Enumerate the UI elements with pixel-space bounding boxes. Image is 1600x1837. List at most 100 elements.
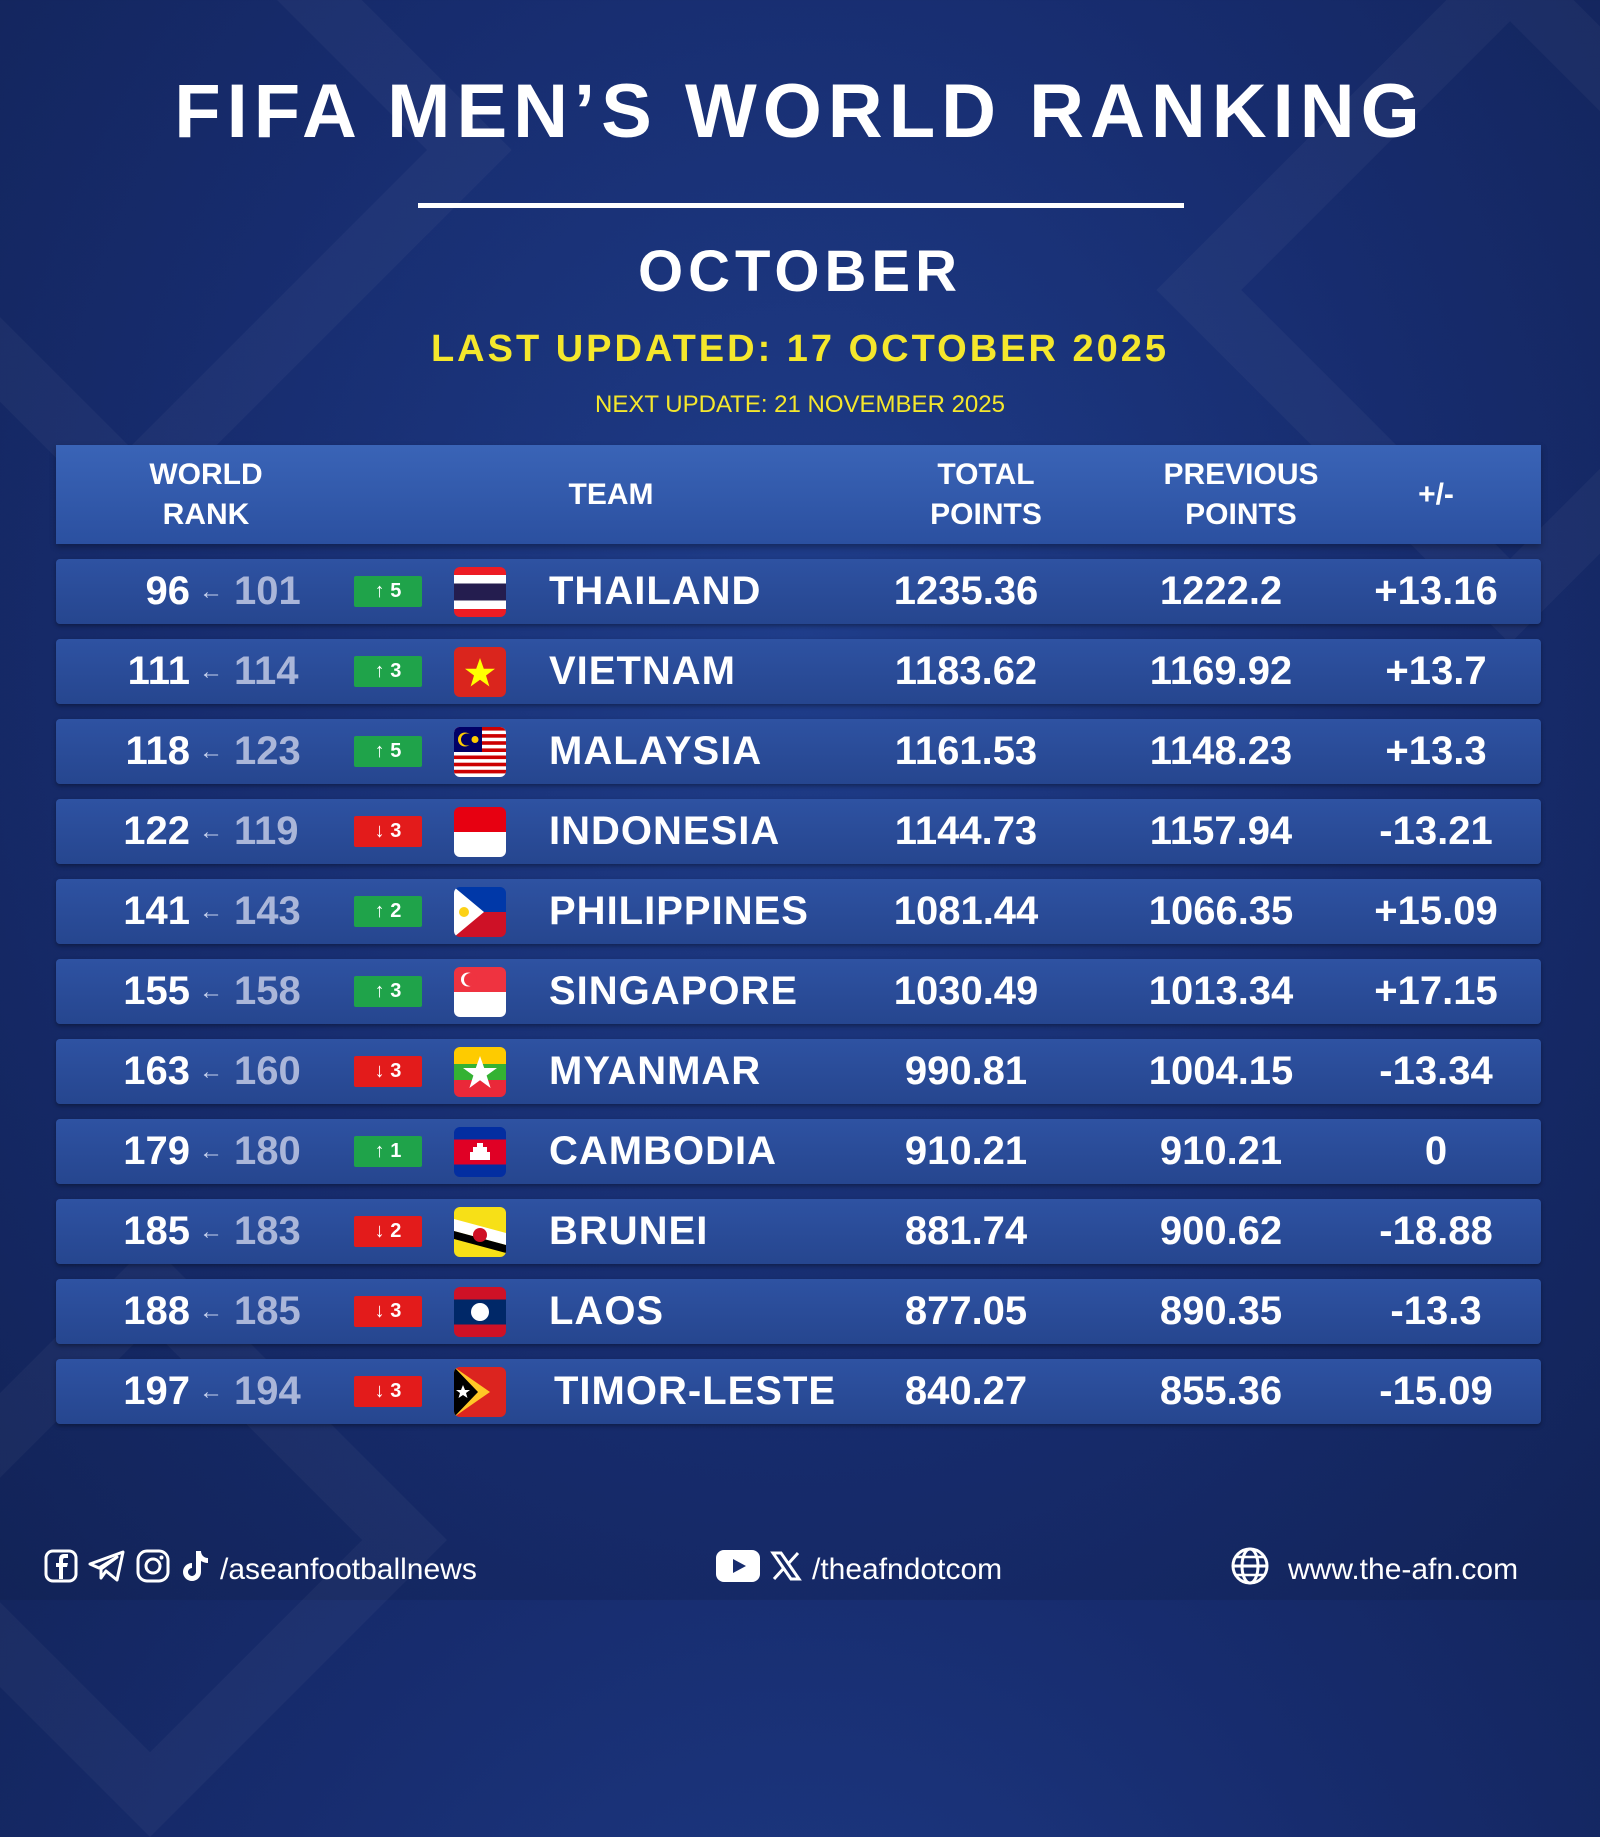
points-change: -13.34: [1379, 1049, 1493, 1093]
points-change: -15.09: [1379, 1369, 1493, 1413]
rank-move-badge: ↑ 5: [354, 576, 422, 607]
social-handle-1[interactable]: /aseanfootballnews: [220, 1553, 477, 1586]
previous-points: 890.35: [1159, 1289, 1283, 1333]
facebook-icon[interactable]: [44, 1549, 78, 1591]
indonesia-flag-icon: [454, 807, 506, 857]
vietnam-flag-icon: [454, 647, 506, 697]
youtube-icon[interactable]: [716, 1550, 760, 1590]
previous-points: 1066.35: [1148, 889, 1294, 933]
previous-rank: 194: [234, 1369, 301, 1413]
previous-points: 1148.23: [1149, 729, 1293, 773]
rank-arrow-icon: ←: [199, 1297, 223, 1325]
column-header-world-rank: WORLD RANK: [149, 457, 263, 531]
rank-move-badge: ↑ 1: [354, 1136, 422, 1167]
table-header: WORLD RANK TEAM TOTAL POINTS PREVIOUS PO…: [56, 445, 1541, 544]
previous-points: 1169.92: [1149, 649, 1293, 693]
previous-points: 1013.34: [1148, 969, 1294, 1013]
team-name: LAOS: [549, 1289, 665, 1333]
total-points: 1081.44: [893, 889, 1039, 933]
total-points: 1235.36: [893, 569, 1039, 613]
rank-arrow-icon: ←: [199, 657, 223, 685]
points-change: 0: [1424, 1129, 1448, 1173]
previous-rank: 101: [234, 569, 301, 613]
previous-rank: 114: [234, 649, 299, 693]
rank-arrow-icon: ←: [199, 1057, 223, 1085]
title-divider: [418, 203, 1184, 208]
world-rank: 141: [123, 889, 190, 933]
previous-points: 1157.94: [1149, 809, 1293, 853]
previous-rank: 158: [234, 969, 301, 1013]
website-link[interactable]: www.the-afn.com: [1288, 1553, 1519, 1586]
rank-arrow-icon: ←: [199, 977, 223, 1005]
laos-flag-icon: [454, 1287, 506, 1337]
brunei-flag-icon: [454, 1207, 506, 1257]
team-name: INDONESIA: [549, 809, 781, 853]
table-row: 197 ← 194 ↓ 3 TIMOR-LESTE 840.27 855.36 …: [56, 1359, 1541, 1424]
team-name: MALAYSIA: [549, 729, 763, 773]
world-rank: 163: [123, 1049, 190, 1093]
previous-points: 855.36: [1159, 1369, 1283, 1413]
rank-move-badge: ↑ 5: [354, 736, 422, 767]
page-title: FIFA MEN’S WORLD RANKING: [174, 69, 1426, 154]
total-points: 990.81: [904, 1049, 1028, 1093]
philippines-flag-icon: [454, 887, 506, 937]
team-name: MYANMAR: [549, 1049, 762, 1093]
rank-move-badge: ↓ 3: [354, 1056, 422, 1087]
rank-arrow-icon: ←: [199, 897, 223, 925]
points-change: -13.3: [1390, 1289, 1482, 1333]
myanmar-flag-icon: [454, 1047, 506, 1097]
telegram-icon[interactable]: [88, 1549, 126, 1591]
world-rank: 197: [123, 1369, 190, 1413]
table-row: 111 ← 114 ↑ 3 VIETNAM 1183.62 1169.92 +1…: [56, 639, 1541, 704]
table-row: 141 ← 143 ↑ 2 PHILIPPINES 1081.44 1066.3…: [56, 879, 1541, 944]
rank-move-badge: ↓ 3: [354, 816, 422, 847]
rank-move-badge: ↑ 2: [354, 896, 422, 927]
total-points: 840.27: [904, 1369, 1028, 1413]
total-points: 877.05: [904, 1289, 1028, 1333]
tiktok-icon[interactable]: [180, 1549, 210, 1591]
world-rank: 185: [123, 1209, 190, 1253]
rank-move-badge: ↓ 3: [354, 1376, 422, 1407]
total-points: 1161.53: [894, 729, 1038, 773]
column-header-total-points: TOTAL POINTS: [930, 457, 1042, 531]
rank-arrow-icon: ←: [199, 737, 223, 765]
malaysia-flag-icon: [454, 727, 506, 777]
rank-arrow-icon: ←: [199, 817, 223, 845]
rank-arrow-icon: ←: [199, 1137, 223, 1165]
previous-rank: 143: [234, 889, 301, 933]
table-row: 155 ← 158 ↑ 3 SINGAPORE 1030.49 1013.34 …: [56, 959, 1541, 1024]
total-points: 881.74: [904, 1209, 1028, 1253]
points-change: -18.88: [1379, 1209, 1493, 1253]
table-row: 163 ← 160 ↓ 3 MYANMAR 990.81 1004.15 -13…: [56, 1039, 1541, 1104]
total-points: 910.21: [904, 1129, 1028, 1173]
team-name: SINGAPORE: [549, 969, 799, 1013]
previous-points: 1222.2: [1159, 569, 1283, 613]
instagram-icon[interactable]: [136, 1549, 170, 1591]
column-header-previous-points: PREVIOUS POINTS: [1163, 457, 1319, 531]
table-row: 188 ← 185 ↓ 3 LAOS 877.05 890.35 -13.3: [56, 1279, 1541, 1344]
world-rank: 179: [123, 1129, 190, 1173]
table-row: 185 ← 183 ↓ 2 BRUNEI 881.74 900.62 -18.8…: [56, 1199, 1541, 1264]
team-name: THAILAND: [549, 569, 762, 613]
points-change: -13.21: [1379, 809, 1493, 853]
team-name: VIETNAM: [549, 649, 736, 693]
globe-icon: [1230, 1546, 1270, 1594]
table-row: 96 ← 101 ↑ 5 THAILAND 1235.36 1222.2 +13…: [56, 559, 1541, 624]
total-points: 1030.49: [893, 969, 1039, 1013]
previous-rank: 160: [234, 1049, 301, 1093]
previous-points: 900.62: [1159, 1209, 1283, 1253]
footer-social-middle: /theafndotcom: [716, 1540, 1002, 1600]
footer-social-left: /aseanfootballnews: [44, 1540, 477, 1600]
rank-arrow-icon: ←: [199, 1377, 223, 1405]
singapore-flag-icon: [454, 967, 506, 1017]
world-rank: 118: [125, 729, 190, 773]
table-row: 179 ← 180 ↑ 1 CAMBODIA 910.21 910.21 0: [56, 1119, 1541, 1184]
points-change: +13.16: [1374, 569, 1498, 613]
social-handle-2[interactable]: /theafndotcom: [812, 1553, 1003, 1586]
previous-rank: 185: [234, 1289, 301, 1333]
x-icon[interactable]: [770, 1550, 802, 1590]
previous-points: 1004.15: [1148, 1049, 1294, 1093]
column-header-change: +/-: [1418, 477, 1454, 511]
total-points: 1183.62: [894, 649, 1038, 693]
team-name: TIMOR-LESTE: [554, 1369, 837, 1413]
